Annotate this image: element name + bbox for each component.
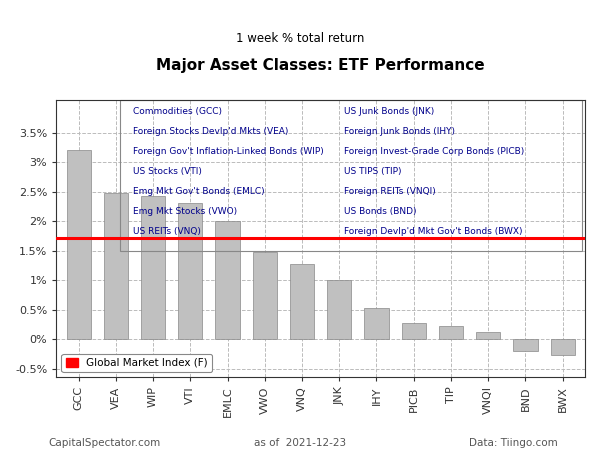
Text: US Stocks (VTI): US Stocks (VTI) — [133, 167, 202, 176]
Bar — [141, 196, 165, 339]
Text: Foreign Junk Bonds (IHY): Foreign Junk Bonds (IHY) — [344, 127, 455, 136]
Bar — [401, 323, 426, 339]
Bar — [104, 194, 128, 339]
Text: Foreign Stocks Devlp'd Mkts (VEA): Foreign Stocks Devlp'd Mkts (VEA) — [133, 127, 289, 136]
Bar — [551, 339, 575, 355]
Text: Data: Tiingo.com: Data: Tiingo.com — [469, 437, 558, 447]
Bar — [253, 252, 277, 339]
Bar — [67, 150, 91, 339]
Text: 1 week % total return: 1 week % total return — [236, 32, 364, 45]
Bar — [514, 339, 538, 351]
Text: Foreign Gov't Inflation-Linked Bonds (WIP): Foreign Gov't Inflation-Linked Bonds (WI… — [133, 147, 323, 156]
Bar — [439, 326, 463, 339]
Bar — [215, 221, 239, 339]
Text: CapitalSpectator.com: CapitalSpectator.com — [48, 437, 160, 447]
Text: US TIPS (TIP): US TIPS (TIP) — [344, 167, 402, 176]
Text: as of  2021-12-23: as of 2021-12-23 — [254, 437, 346, 447]
Text: Emg Mkt Gov't Bonds (EMLC): Emg Mkt Gov't Bonds (EMLC) — [133, 187, 265, 196]
Bar — [290, 264, 314, 339]
Text: Foreign REITs (VNQI): Foreign REITs (VNQI) — [344, 187, 436, 196]
Legend: Global Market Index (F): Global Market Index (F) — [61, 354, 212, 372]
Text: Commodities (GCC): Commodities (GCC) — [133, 107, 222, 116]
Bar — [327, 280, 352, 339]
Title: Major Asset Classes: ETF Performance: Major Asset Classes: ETF Performance — [157, 58, 485, 73]
Text: Foreign Devlp'd Mkt Gov't Bonds (BWX): Foreign Devlp'd Mkt Gov't Bonds (BWX) — [344, 227, 523, 236]
Bar — [364, 308, 389, 339]
Text: Foreign Invest-Grade Corp Bonds (PICB): Foreign Invest-Grade Corp Bonds (PICB) — [344, 147, 524, 156]
Text: Emg Mkt Stocks (VWO): Emg Mkt Stocks (VWO) — [133, 207, 237, 216]
Text: US Bonds (BND): US Bonds (BND) — [344, 207, 417, 216]
Bar — [476, 332, 500, 339]
Text: US REITs (VNQ): US REITs (VNQ) — [133, 227, 201, 236]
Bar — [178, 203, 202, 339]
Text: US Junk Bonds (JNK): US Junk Bonds (JNK) — [344, 107, 434, 116]
